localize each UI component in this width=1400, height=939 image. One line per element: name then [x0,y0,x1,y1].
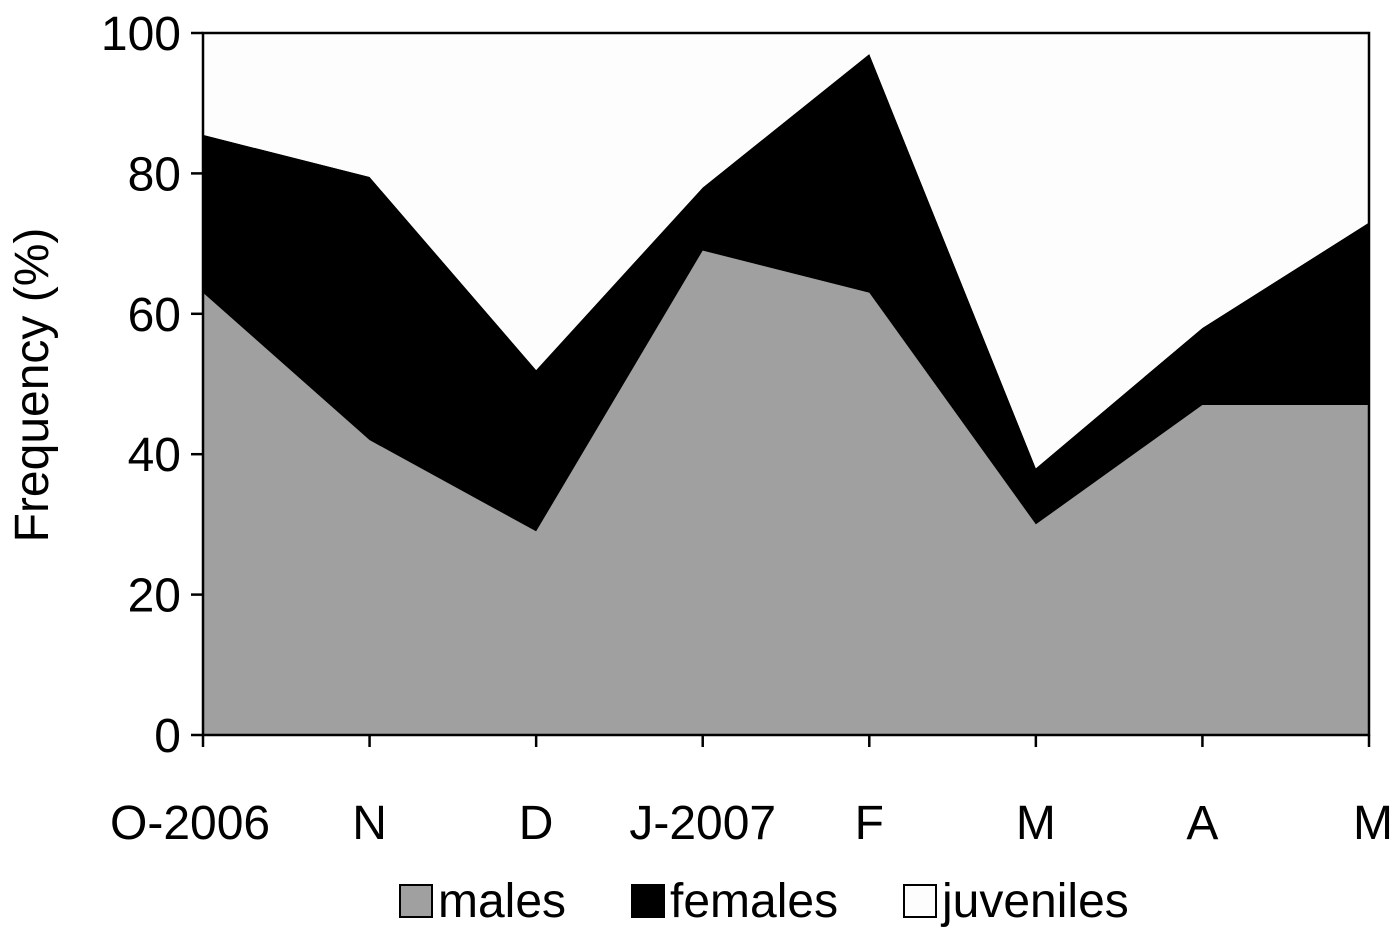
legend: males females juveniles [399,875,1129,928]
x-tick-label: N [352,797,387,850]
x-tick-label: F [855,797,884,850]
area-males [203,250,1369,735]
y-tick-label: 60 [128,289,181,342]
x-tick-label: O-2006 [110,797,270,850]
y-tick-label: 100 [101,8,181,61]
y-tick-label: 80 [128,148,181,201]
plot-frame [201,31,1371,737]
legend-swatch-females [631,884,665,918]
legend-swatch-juveniles [903,884,937,918]
x-tick-label: M [1016,797,1056,850]
area-females [203,54,1369,532]
area-juveniles [203,33,1369,469]
x-tick-label: J-2007 [629,797,776,850]
y-axis-title: Frequency (%) [6,228,59,543]
x-axis: O-2006 N D J-2007 F M A M [110,735,1393,850]
y-axis: 0 20 40 60 80 100 [101,8,203,763]
y-tick-label: 40 [128,429,181,482]
legend-label-females: females [670,875,838,928]
x-tick-label: A [1186,797,1218,850]
area-series-group [203,33,1369,735]
y-tick-label: 20 [128,570,181,623]
x-tick-label: M [1353,797,1393,850]
legend-swatch-males [399,884,433,918]
legend-label-males: males [438,875,566,928]
x-tick-label: D [519,797,554,850]
legend-label-juveniles: juveniles [940,875,1129,928]
y-tick-label: 0 [154,710,181,763]
